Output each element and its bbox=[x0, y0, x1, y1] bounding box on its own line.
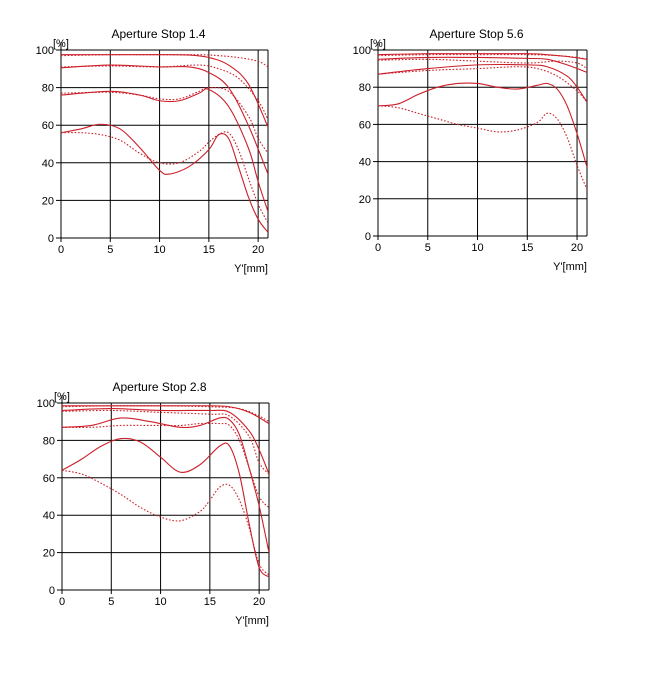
solid-mtf-curve bbox=[61, 88, 268, 212]
x-tick-label: 20 bbox=[252, 244, 264, 256]
dotted-mtf-curve bbox=[62, 469, 269, 576]
solid-mtf-curve bbox=[378, 63, 587, 103]
dotted-mtf-curve bbox=[378, 66, 587, 103]
dotted-mtf-curve bbox=[62, 422, 269, 509]
solid-mtf-curve bbox=[378, 53, 587, 60]
x-tick-label: 15 bbox=[204, 596, 216, 608]
x-tick-label: 20 bbox=[571, 242, 583, 254]
solid-mtf-curve bbox=[62, 408, 269, 475]
y-axis-label: [%] bbox=[54, 391, 70, 403]
x-tick-label: 15 bbox=[203, 244, 215, 256]
dotted-mtf-curve bbox=[61, 131, 268, 224]
x-axis-label: Y'[mm] bbox=[553, 261, 587, 273]
y-tick-label: 60 bbox=[42, 120, 54, 132]
x-tick-label: 5 bbox=[425, 242, 431, 254]
dotted-mtf-curve bbox=[61, 54, 268, 68]
solid-mtf-curve bbox=[378, 82, 587, 168]
y-tick-label: 0 bbox=[48, 233, 54, 245]
x-tick-label: 15 bbox=[521, 242, 533, 254]
chart-2: Aperture Stop 5.6 0 20 40 60 80 100 0 5 10 15 20 [%]… bbox=[353, 27, 588, 273]
y-tick-label: 0 bbox=[49, 585, 55, 597]
y-tick-label: 40 bbox=[42, 158, 54, 170]
x-tick-label: 10 bbox=[154, 596, 166, 608]
x-tick-label: 10 bbox=[153, 244, 165, 256]
y-tick-label: 0 bbox=[365, 231, 371, 243]
solid-mtf-curve bbox=[62, 416, 269, 553]
y-tick-label: 80 bbox=[43, 435, 55, 447]
chart-title: Aperture Stop 2.8 bbox=[112, 380, 206, 394]
solid-mtf-curve bbox=[61, 64, 268, 175]
dotted-mtf-curve bbox=[62, 409, 269, 475]
dotted-mtf-curve bbox=[62, 405, 269, 423]
y-axis-label: [%] bbox=[53, 38, 69, 50]
chart-title: Aperture Stop 1.4 bbox=[111, 27, 205, 41]
x-tick-label: 5 bbox=[108, 596, 114, 608]
y-tick-label: 20 bbox=[359, 194, 371, 206]
x-tick-label: 5 bbox=[107, 244, 113, 256]
dotted-mtf-curve bbox=[378, 58, 587, 70]
solid-mtf-curve bbox=[61, 123, 268, 233]
y-tick-label: 20 bbox=[42, 195, 54, 207]
dotted-mtf-curve bbox=[378, 105, 587, 190]
y-tick-label: 60 bbox=[43, 473, 55, 485]
y-tick-label: 40 bbox=[359, 157, 371, 169]
x-axis-label: Y'[mm] bbox=[234, 263, 268, 275]
x-tick-label: 0 bbox=[58, 244, 64, 256]
solid-mtf-curve bbox=[62, 437, 269, 578]
chart-3: Aperture Stop 2.8 0 20 40 60 80 100 0 5 10 15 20 [%]… bbox=[37, 380, 270, 627]
solid-mtf-curve bbox=[62, 405, 269, 425]
y-tick-label: 60 bbox=[359, 119, 371, 131]
x-tick-label: 0 bbox=[375, 242, 381, 254]
curves bbox=[61, 54, 268, 233]
curves bbox=[62, 405, 269, 578]
chart-title: Aperture Stop 5.6 bbox=[429, 27, 523, 41]
x-tick-label: 20 bbox=[253, 596, 265, 608]
y-tick-label: 100 bbox=[37, 398, 55, 410]
y-tick-label: 100 bbox=[36, 45, 54, 57]
y-tick-label: 40 bbox=[43, 510, 55, 522]
x-tick-label: 10 bbox=[471, 242, 483, 254]
y-tick-label: 80 bbox=[42, 83, 54, 95]
chart-1: Aperture Stop 1.4 0 20 40 60 80 100 0 5 10 15 20 [%]… bbox=[36, 27, 269, 275]
x-tick-label: 0 bbox=[59, 596, 65, 608]
y-axis-label: [%] bbox=[370, 38, 386, 50]
y-tick-label: 20 bbox=[43, 548, 55, 560]
y-tick-label: 100 bbox=[353, 45, 371, 57]
dotted-mtf-curve bbox=[61, 86, 268, 154]
curves bbox=[378, 53, 587, 190]
solid-mtf-curve bbox=[378, 56, 587, 73]
dotted-mtf-curve bbox=[61, 64, 268, 120]
y-tick-label: 80 bbox=[359, 82, 371, 94]
solid-mtf-curve bbox=[61, 54, 268, 128]
x-axis-label: Y'[mm] bbox=[235, 615, 269, 627]
